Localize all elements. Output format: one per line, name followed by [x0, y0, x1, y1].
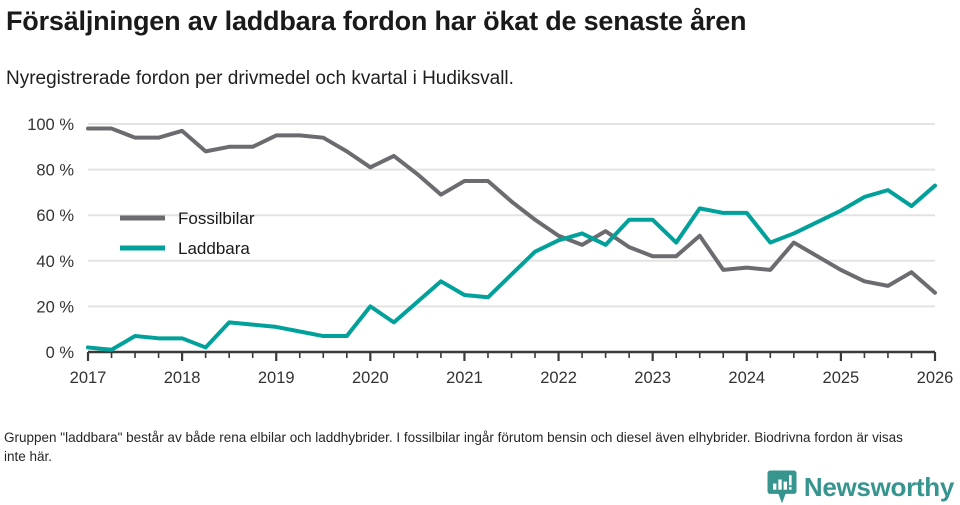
x-axis-tick-label: 2026	[917, 369, 954, 387]
y-axis-tick-label: 60 %	[36, 207, 74, 225]
legend-label-fossilbilar: Fossilbilar	[178, 209, 255, 228]
y-axis-tick-label: 0 %	[46, 344, 75, 362]
newsworthy-logo-icon	[767, 470, 797, 504]
x-axis-tick-label: 2019	[258, 369, 295, 387]
line-chart: 0 % 20 % 40 % 60 % 80 % 100 % 2017 2018 2019 2020…	[0, 100, 960, 400]
series-line-laddbara	[86, 183, 937, 352]
series-line-fossilbilar	[86, 126, 937, 295]
x-axis-tick-label: 2023	[634, 369, 671, 387]
x-axis-tick-label: 2018	[164, 369, 201, 387]
chart-canvas: 0 % 20 % 40 % 60 % 80 % 100 % 2017 2018 2019 2020…	[27, 116, 954, 387]
y-axis-tick-label: 80 %	[36, 162, 74, 180]
x-axis-tick-label: 2022	[540, 369, 577, 387]
page-subtitle: Nyregistrerade fordon per drivmedel och …	[6, 68, 514, 89]
x-axis-tick-label: 2021	[446, 369, 483, 387]
y-axis-tick-label: 100 %	[27, 116, 74, 134]
page-title: Försäljningen av laddbara fordon har öka…	[6, 6, 747, 36]
newsworthy-logo-text: Newsworthy	[803, 472, 954, 502]
y-axis-tick-label: 20 %	[36, 298, 74, 316]
legend-label-laddbara: Laddbara	[178, 239, 250, 258]
x-axis-tick-label: 2024	[728, 369, 765, 387]
chart-footnote: Gruppen "laddbara" består av både rena e…	[4, 430, 903, 464]
y-axis-tick-label: 40 %	[36, 253, 74, 271]
newsworthy-logo: Newsworthy	[767, 470, 954, 504]
x-axis-tick-label: 2025	[823, 369, 860, 387]
x-axis-tick-label: 2017	[70, 369, 107, 387]
x-axis-tick-label: 2020	[352, 369, 389, 387]
